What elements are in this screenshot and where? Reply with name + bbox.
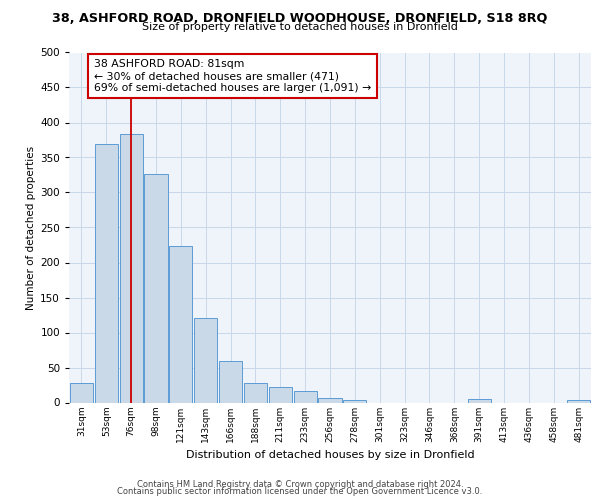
- Bar: [194, 318, 217, 402]
- Text: Contains public sector information licensed under the Open Government Licence v3: Contains public sector information licen…: [118, 487, 482, 496]
- Bar: [343, 400, 367, 402]
- Bar: [467, 399, 491, 402]
- Bar: [219, 361, 242, 403]
- Bar: [244, 383, 267, 402]
- Bar: [293, 392, 317, 402]
- Bar: [269, 387, 292, 402]
- Bar: [169, 246, 193, 402]
- Bar: [95, 144, 118, 402]
- Text: Contains HM Land Registry data © Crown copyright and database right 2024.: Contains HM Land Registry data © Crown c…: [137, 480, 463, 489]
- Bar: [567, 400, 590, 402]
- Bar: [145, 174, 167, 402]
- Text: Size of property relative to detached houses in Dronfield: Size of property relative to detached ho…: [142, 22, 458, 32]
- Y-axis label: Number of detached properties: Number of detached properties: [26, 146, 36, 310]
- Bar: [319, 398, 341, 402]
- Text: 38 ASHFORD ROAD: 81sqm
← 30% of detached houses are smaller (471)
69% of semi-de: 38 ASHFORD ROAD: 81sqm ← 30% of detached…: [94, 60, 371, 92]
- X-axis label: Distribution of detached houses by size in Dronfield: Distribution of detached houses by size …: [185, 450, 475, 460]
- Bar: [119, 134, 143, 402]
- Bar: [70, 383, 93, 402]
- Text: 38, ASHFORD ROAD, DRONFIELD WOODHOUSE, DRONFIELD, S18 8RQ: 38, ASHFORD ROAD, DRONFIELD WOODHOUSE, D…: [52, 12, 548, 26]
